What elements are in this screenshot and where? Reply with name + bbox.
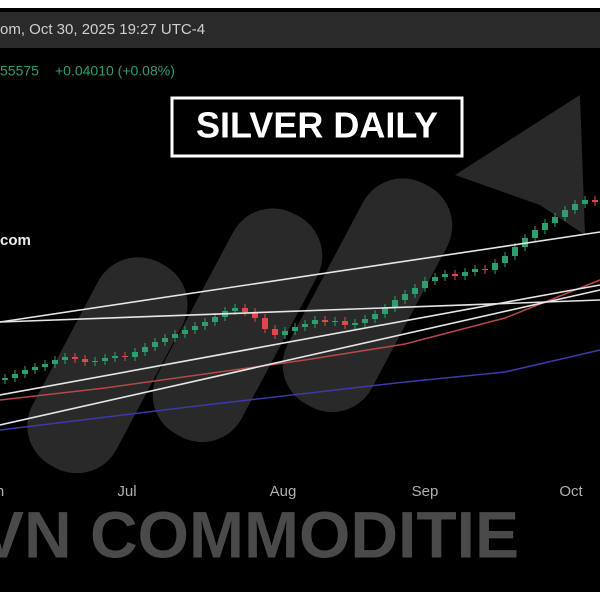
candle-body xyxy=(392,300,398,308)
chart-title: SILVER DAILY xyxy=(196,105,438,146)
candle-body xyxy=(262,318,268,329)
candle-body xyxy=(492,263,498,270)
candle-body xyxy=(182,330,188,334)
change: +0.04010 (+0.08%) xyxy=(55,63,175,79)
candle-body xyxy=(502,256,508,263)
candle-body xyxy=(52,360,58,364)
candle-body xyxy=(272,329,278,335)
candle-body xyxy=(22,370,28,374)
candle-body xyxy=(2,378,8,380)
x-tick-label: Sep xyxy=(412,483,439,500)
candle-body xyxy=(442,274,448,277)
candle-body xyxy=(352,323,358,325)
candle-body xyxy=(462,272,468,276)
candle-body xyxy=(452,274,458,276)
candle-body xyxy=(62,357,68,360)
candle-body xyxy=(92,361,98,362)
candle-body xyxy=(102,358,108,361)
logo-watermark xyxy=(27,95,585,474)
candle-body xyxy=(372,314,378,319)
source: com xyxy=(0,232,31,249)
candle-body xyxy=(112,356,118,358)
moving-average xyxy=(0,279,600,401)
candle-body xyxy=(532,230,538,238)
candle-body xyxy=(232,308,238,311)
candle-body xyxy=(582,200,588,204)
candle-body xyxy=(512,247,518,256)
price: 55575 xyxy=(0,63,39,79)
candle-body xyxy=(302,324,308,327)
title-box xyxy=(170,96,464,158)
trend-line xyxy=(0,289,600,426)
x-tick-label: Aug xyxy=(270,483,297,500)
candle-body xyxy=(82,359,88,362)
candle-body xyxy=(552,217,558,223)
candle-body xyxy=(542,223,548,230)
candle-body xyxy=(562,210,568,217)
trend-line xyxy=(0,231,600,323)
candle-body xyxy=(12,374,18,378)
candle-body xyxy=(282,331,288,335)
candle-body xyxy=(172,334,178,338)
candle-body xyxy=(132,352,138,357)
candle-body xyxy=(322,320,328,322)
candle-body xyxy=(292,327,298,331)
candle-body xyxy=(362,319,368,323)
x-tick-label: Oct xyxy=(559,483,583,500)
header-text: om, Oct 30, 2025 19:27 UTC-4 xyxy=(0,21,205,38)
candle-body xyxy=(32,367,38,370)
moving-average xyxy=(0,349,600,431)
candle-body xyxy=(412,288,418,294)
header-bar xyxy=(0,12,600,48)
candle-body xyxy=(382,308,388,314)
x-tick-label: n xyxy=(0,483,4,500)
candle-body xyxy=(162,338,168,342)
candle-body xyxy=(122,356,128,357)
candle-body xyxy=(252,312,258,318)
candle-body xyxy=(402,294,408,300)
candle-body xyxy=(432,277,438,281)
candle-body xyxy=(42,364,48,367)
candle-body xyxy=(202,322,208,326)
candle-body xyxy=(422,281,428,288)
candle-body xyxy=(142,347,148,352)
candle-body xyxy=(342,321,348,325)
candle-body xyxy=(572,204,578,210)
trend-line xyxy=(0,284,600,396)
candle-body xyxy=(472,269,478,272)
x-tick-label: Jul xyxy=(117,483,136,500)
candle-body xyxy=(192,326,198,330)
candle-body xyxy=(72,357,78,359)
watermark: VN COMMODITIE xyxy=(0,497,519,571)
candle-body xyxy=(482,269,488,270)
candle-body xyxy=(312,320,318,324)
candle-body xyxy=(242,308,248,312)
candle-body xyxy=(592,200,598,202)
candle-body xyxy=(332,321,338,322)
candle-body xyxy=(212,317,218,322)
candle-body xyxy=(152,342,158,347)
